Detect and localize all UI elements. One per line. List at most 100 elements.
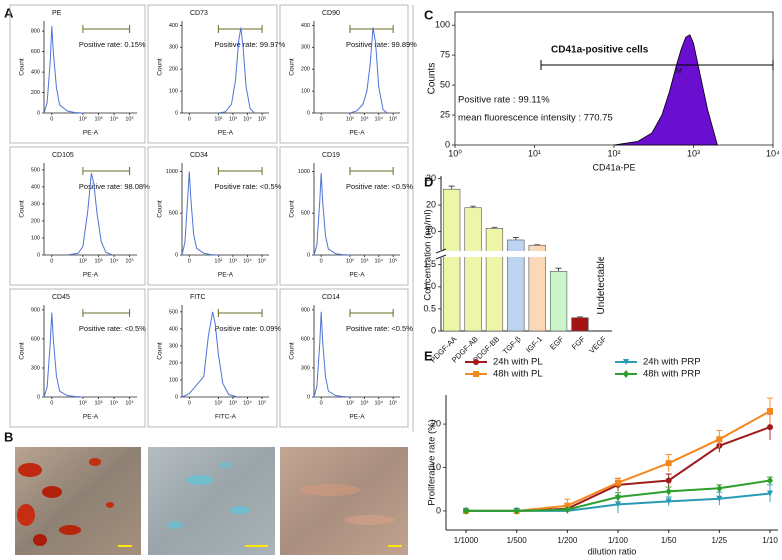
y-axis-label: Count — [157, 200, 164, 218]
x-tick-label: VEGF — [587, 334, 608, 355]
legend-label: 48h with PRP — [643, 369, 701, 380]
y-tick-label: 10 — [431, 462, 441, 472]
plot-frame — [454, 11, 774, 146]
gate — [82, 167, 131, 175]
x-tick-label: 10⁵ — [258, 399, 266, 406]
histogram-line — [181, 171, 219, 256]
y-tick-label: 0 — [307, 394, 310, 400]
x-tick-label: 10³ — [229, 258, 237, 264]
panel-label: C — [424, 7, 434, 22]
y-tick-label: 200 — [31, 218, 40, 224]
annotation: Positive rate: 99.97% — [214, 40, 285, 49]
y-tick-label: 30 — [426, 173, 436, 183]
y-axis-label: Count — [19, 200, 26, 218]
panel-label: A — [4, 5, 14, 20]
break-mark — [435, 248, 447, 260]
x-axis-label: PE-A — [83, 130, 99, 137]
x-tick-label: 10³ — [94, 116, 102, 122]
x-tick-label: 10⁵ — [125, 257, 133, 264]
bar — [485, 228, 504, 332]
panel-label: E — [424, 348, 433, 363]
panel-frame — [9, 288, 146, 428]
marker — [665, 487, 672, 496]
panel-frame — [279, 146, 409, 286]
photo-alcian-blue — [148, 447, 275, 555]
x-tick-label: 10⁴ — [766, 149, 780, 159]
y-tick-label: 400 — [301, 23, 310, 29]
gate — [349, 309, 394, 317]
annotation: Undetectable — [596, 255, 607, 314]
annotation: Positive rate: <0.5% — [79, 324, 146, 333]
x-tick-label: TGF-β — [501, 334, 523, 356]
marker — [665, 498, 672, 505]
x-tick-label: 0 — [50, 400, 53, 406]
y-tick-label: 300 — [301, 365, 310, 371]
photo-alizarin — [280, 447, 408, 555]
y-tick-label: 200 — [301, 67, 310, 73]
marker — [767, 408, 773, 415]
y-tick-label: 400 — [31, 184, 40, 190]
x-tick-label: 10³ — [687, 149, 700, 159]
x-tick-label: 10⁵ — [258, 115, 266, 122]
x-tick-label: 10³ — [360, 400, 368, 406]
x-tick-label: 10² — [346, 116, 354, 122]
marker — [665, 477, 672, 484]
error-bar — [534, 244, 541, 246]
y-axis-label: Count — [289, 58, 296, 76]
y-tick-label: 75 — [440, 50, 450, 60]
y-tick-label: 100 — [169, 377, 178, 383]
x-tick-label: 10² — [607, 149, 620, 159]
x-tick-label: 0 — [320, 116, 323, 122]
x-tick-label: 10² — [79, 258, 87, 264]
y-tick-label: 400 — [31, 70, 40, 76]
marker — [623, 370, 629, 378]
y-tick-label: 900 — [301, 307, 310, 313]
x-tick-label: 10⁵ — [258, 257, 266, 264]
y-tick-label: 0 — [37, 252, 40, 258]
marker — [473, 359, 479, 365]
y-axis-label: Count — [289, 200, 296, 218]
y-tick-label: 500 — [301, 211, 310, 217]
annotation: Positive rate : 99.11% — [458, 95, 550, 106]
y-tick-label: 0.5 — [423, 303, 436, 313]
y-tick-label: 200 — [31, 90, 40, 96]
panel-frame — [279, 4, 409, 144]
y-tick-label: 0 — [445, 139, 450, 149]
marker — [615, 479, 621, 486]
bar — [549, 270, 568, 332]
x-tick-label: 0 — [188, 400, 191, 406]
x-tick-label: FGF — [570, 334, 587, 351]
histogram-line — [349, 27, 388, 114]
x-axis-label: FITC-A — [215, 414, 237, 421]
y-axis-label: Count — [157, 342, 164, 360]
marker — [767, 476, 773, 485]
x-axis-label: PE-A — [349, 414, 365, 421]
histogram-line — [67, 173, 113, 256]
x-tick-label: 10⁵ — [389, 115, 397, 122]
histogram-line — [43, 26, 83, 114]
x-tick-label: 10² — [214, 258, 222, 264]
bar — [528, 244, 546, 332]
y-tick-label: 0 — [37, 394, 40, 400]
x-tick-label: 10² — [79, 400, 87, 406]
title: CD19 — [322, 152, 340, 159]
title: FITC — [190, 294, 206, 301]
x-tick-label: 10³ — [360, 116, 368, 122]
gate — [540, 60, 774, 70]
histogram-line — [313, 172, 351, 256]
annotation: Positive rate: 0.09% — [214, 324, 281, 333]
histogram-area — [613, 34, 718, 146]
x-tick-label: 10⁵ — [125, 399, 133, 406]
x-tick-label: 1/25 — [712, 536, 728, 545]
histogram-line — [43, 312, 83, 398]
y-tick-label: 0 — [431, 325, 436, 335]
x-tick-label: 1/100 — [608, 536, 629, 545]
bar — [464, 207, 482, 332]
y-tick-label: 500 — [31, 167, 40, 173]
x-tick-label: 1/200 — [557, 536, 578, 545]
panel-frame — [147, 288, 278, 428]
marker — [716, 484, 723, 493]
legend-label: 24h with PL — [493, 357, 543, 368]
y-tick-label: 500 — [169, 211, 178, 217]
gate — [217, 309, 263, 317]
